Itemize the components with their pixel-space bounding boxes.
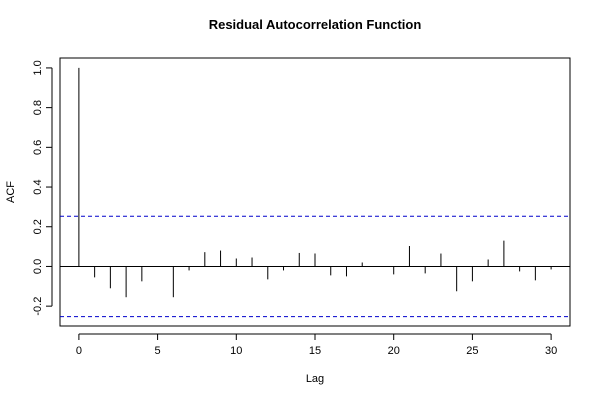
x-axis: 0 5 10 15 20 25 30: [76, 333, 557, 357]
y-axis-label: ACF: [5, 181, 17, 203]
y-axis: -0.2 0.0 0.2 0.4 0.6 0.8 1.0: [32, 60, 53, 316]
x-tick-label: 25: [466, 345, 478, 357]
confidence-bands: [60, 215, 570, 318]
x-tick-label: 20: [388, 345, 400, 357]
y-tick-label: -0.2: [32, 297, 44, 316]
y-tick-label: 0.0: [32, 259, 44, 274]
x-tick-label: 30: [545, 345, 557, 357]
plot-frame: [59, 57, 571, 327]
x-tick-label: 15: [309, 345, 321, 357]
chart-title: Residual Autocorrelation Function: [209, 17, 422, 32]
x-axis-label: Lag: [306, 373, 324, 385]
y-tick-label: 1.0: [32, 60, 44, 75]
acf-bars: [78, 67, 552, 298]
x-tick-label: 10: [230, 345, 242, 357]
x-tick-label: 0: [76, 345, 82, 357]
y-tick-label: 0.4: [32, 179, 44, 194]
y-tick-label: 0.2: [32, 219, 44, 234]
y-tick-label: 0.8: [32, 100, 44, 115]
y-tick-label: 0.6: [32, 140, 44, 155]
x-tick-label: 5: [155, 345, 161, 357]
